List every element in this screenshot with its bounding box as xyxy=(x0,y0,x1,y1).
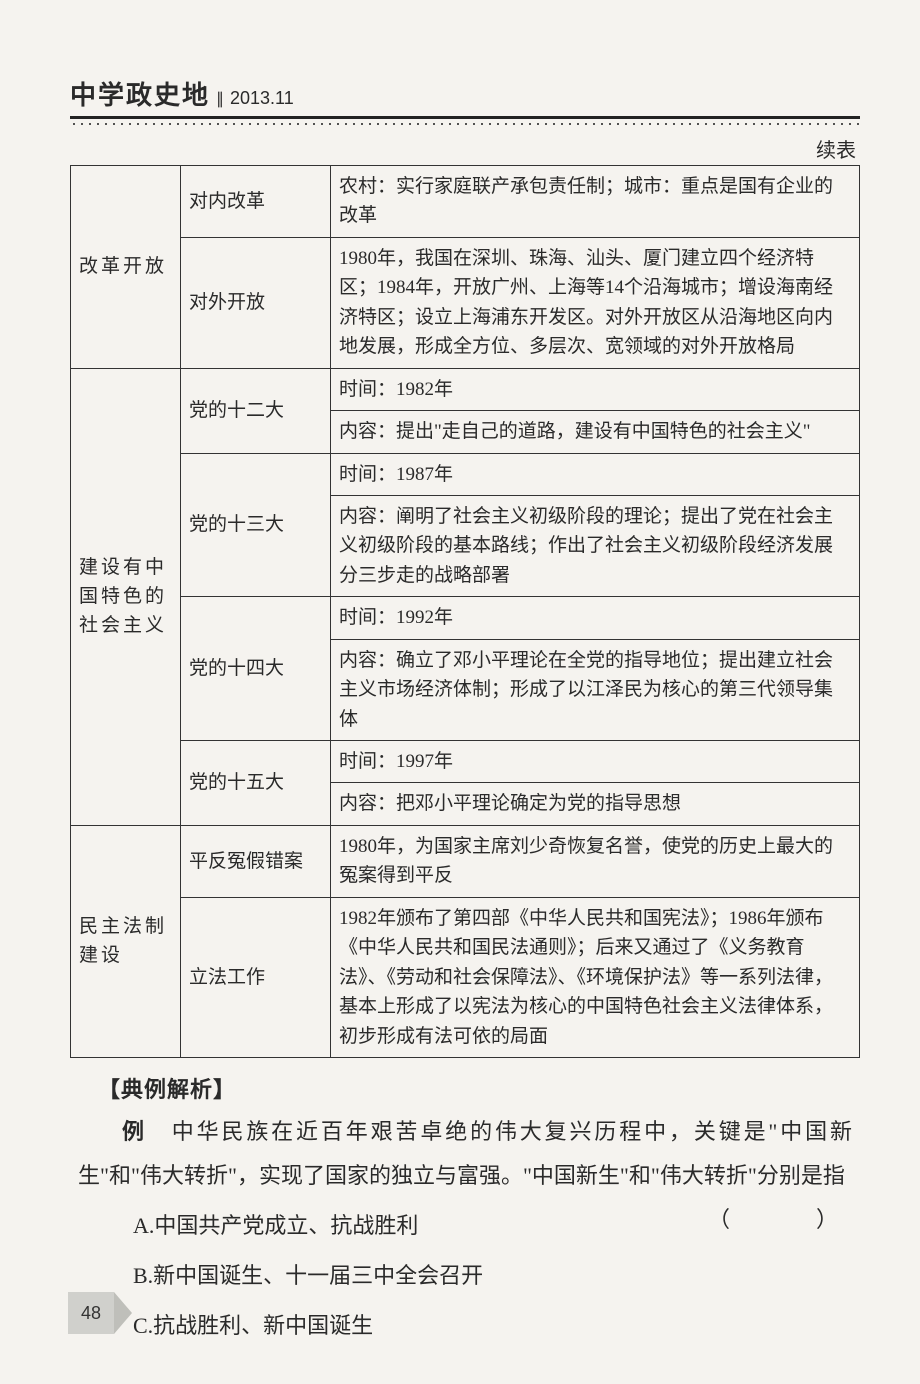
detail-cell-time: 时间：1997年 xyxy=(331,741,860,783)
answer-blank: （ ） xyxy=(664,1198,852,1242)
table-row: 党的十三大 时间：1987年 xyxy=(71,453,860,495)
example-lead: 例 xyxy=(122,1119,147,1144)
subtopic-cell: 党的十二大 xyxy=(181,368,331,453)
detail-cell-content: 内容：确立了邓小平理论在全党的指导地位；提出建立社会主义市场经济体制；形成了以江… xyxy=(331,639,860,740)
journal-title: 中学政史地 xyxy=(70,75,210,112)
page-number: 48 xyxy=(68,1292,114,1334)
subtopic-cell: 平反冤假错案 xyxy=(181,825,331,897)
detail-cell-content: 内容：阐明了社会主义初级阶段的理论；提出了党在社会主义初级阶段的基本路线；作出了… xyxy=(331,495,860,596)
table-row: 建设有中国特色的社会主义 党的十二大 时间：1982年 xyxy=(71,368,860,410)
table-row: 改革开放 对内改革 农村：实行家庭联产承包责任制；城市：重点是国有企业的改革 xyxy=(71,166,860,238)
example-stem: 例 中华民族在近百年艰苦卓绝的伟大复兴历程中，关键是"中国新生"和"伟大转折"，… xyxy=(78,1110,852,1198)
continued-table-label: 续表 xyxy=(70,134,860,163)
table-row: 立法工作 1982年颁布了第四部《中华人民共和国宪法》；1986年颁布《中华人民… xyxy=(71,897,860,1057)
analysis-heading: 【典例解析】 xyxy=(98,1072,860,1104)
table-row: 对外开放 1980年，我国在深圳、珠海、汕头、厦门建立四个经济特区；1984年，… xyxy=(71,237,860,368)
table-row: 党的十五大 时间：1997年 xyxy=(71,741,860,783)
detail-cell: 1982年颁布了第四部《中华人民共和国宪法》；1986年颁布《中华人民共和国民法… xyxy=(331,897,860,1057)
option-b: B.新中国诞生、十一届三中全会召开 xyxy=(78,1254,852,1298)
table-row: 党的十四大 时间：1992年 xyxy=(71,597,860,639)
section-cell-law: 民主法制建设 xyxy=(71,825,181,1057)
header-separator: ∥ xyxy=(216,89,224,109)
subtopic-cell: 立法工作 xyxy=(181,897,331,1057)
issue-number: 2013.11 xyxy=(230,88,294,109)
detail-cell: 1980年，我国在深圳、珠海、汕头、厦门建立四个经济特区；1984年，开放广州、… xyxy=(331,237,860,368)
page-content: 中学政史地 ∥ 2013.11 续表 改革开放 对内改革 农村：实行家庭联产承包… xyxy=(70,75,860,1348)
detail-cell-time: 时间：1987年 xyxy=(331,453,860,495)
page-badge-chevron-icon xyxy=(114,1292,132,1334)
detail-cell: 1980年，为国家主席刘少奇恢复名誉，使党的历史上最大的冤案得到平反 xyxy=(331,825,860,897)
header-rule-dotted xyxy=(70,122,860,126)
subtopic-cell: 党的十三大 xyxy=(181,453,331,597)
page-number-badge: 48 xyxy=(68,1292,130,1334)
content-table: 改革开放 对内改革 农村：实行家庭联产承包责任制；城市：重点是国有企业的改革 对… xyxy=(70,165,860,1058)
subtopic-cell: 党的十五大 xyxy=(181,741,331,826)
subtopic-cell: 对内改革 xyxy=(181,166,331,238)
section-cell-reform: 改革开放 xyxy=(71,166,181,369)
subtopic-cell: 对外开放 xyxy=(181,237,331,368)
detail-cell-content: 内容：提出"走自己的道路，建设有中国特色的社会主义" xyxy=(331,411,860,453)
table-row: 民主法制建设 平反冤假错案 1980年，为国家主席刘少奇恢复名誉，使党的历史上最… xyxy=(71,825,860,897)
detail-cell-time: 时间：1982年 xyxy=(331,368,860,410)
detail-cell: 农村：实行家庭联产承包责任制；城市：重点是国有企业的改革 xyxy=(331,166,860,238)
subtopic-cell: 党的十四大 xyxy=(181,597,331,741)
option-c: C.抗战胜利、新中国诞生 xyxy=(78,1304,852,1348)
detail-cell-time: 时间：1992年 xyxy=(331,597,860,639)
detail-cell-content: 内容：把邓小平理论确定为党的指导思想 xyxy=(331,783,860,825)
running-header: 中学政史地 ∥ 2013.11 xyxy=(70,75,860,112)
section-cell-socialism: 建设有中国特色的社会主义 xyxy=(71,368,181,825)
example-stem-text: 中华民族在近百年艰苦卓绝的伟大复兴历程中，关键是"中国新生"和"伟大转折"，实现… xyxy=(78,1119,852,1188)
header-rule-thick xyxy=(70,116,860,119)
